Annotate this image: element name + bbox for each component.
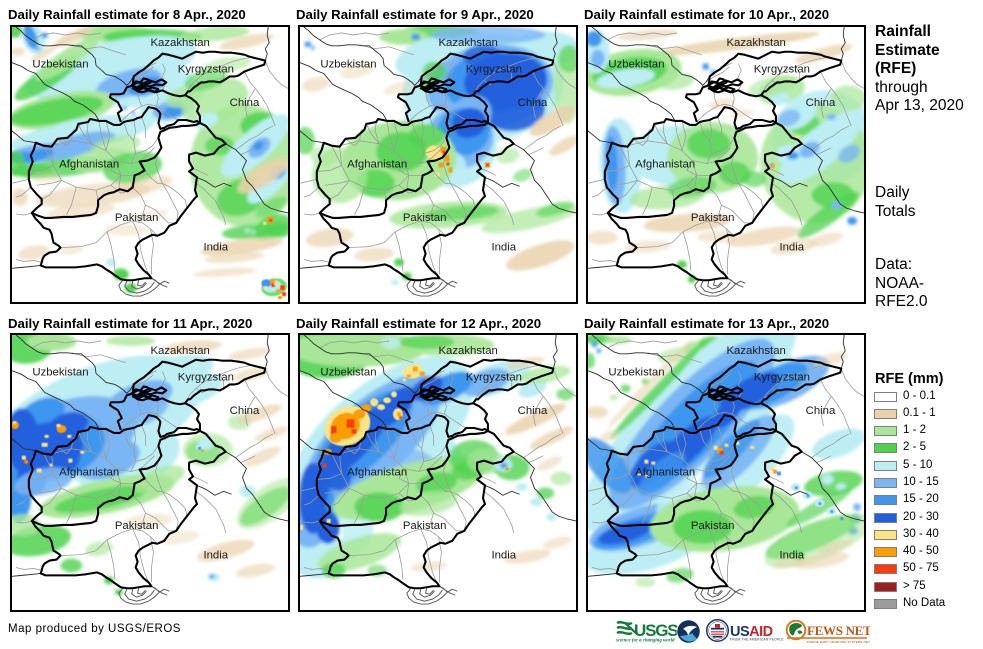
svg-text:science for a changing world: science for a changing world: [615, 639, 675, 644]
svg-text:USGS: USGS: [634, 621, 678, 640]
svg-text:FROM THE AMERICAN PEOPLE: FROM THE AMERICAN PEOPLE: [730, 638, 784, 642]
svg-text:FAMINE EARLY WARNING SYSTEM: FAMINE EARLY WARNING SYSTEMS NETWORK: [807, 640, 870, 644]
svg-text:USAID: USAID: [730, 624, 773, 640]
svg-text:FEWS NET: FEWS NET: [807, 623, 870, 638]
